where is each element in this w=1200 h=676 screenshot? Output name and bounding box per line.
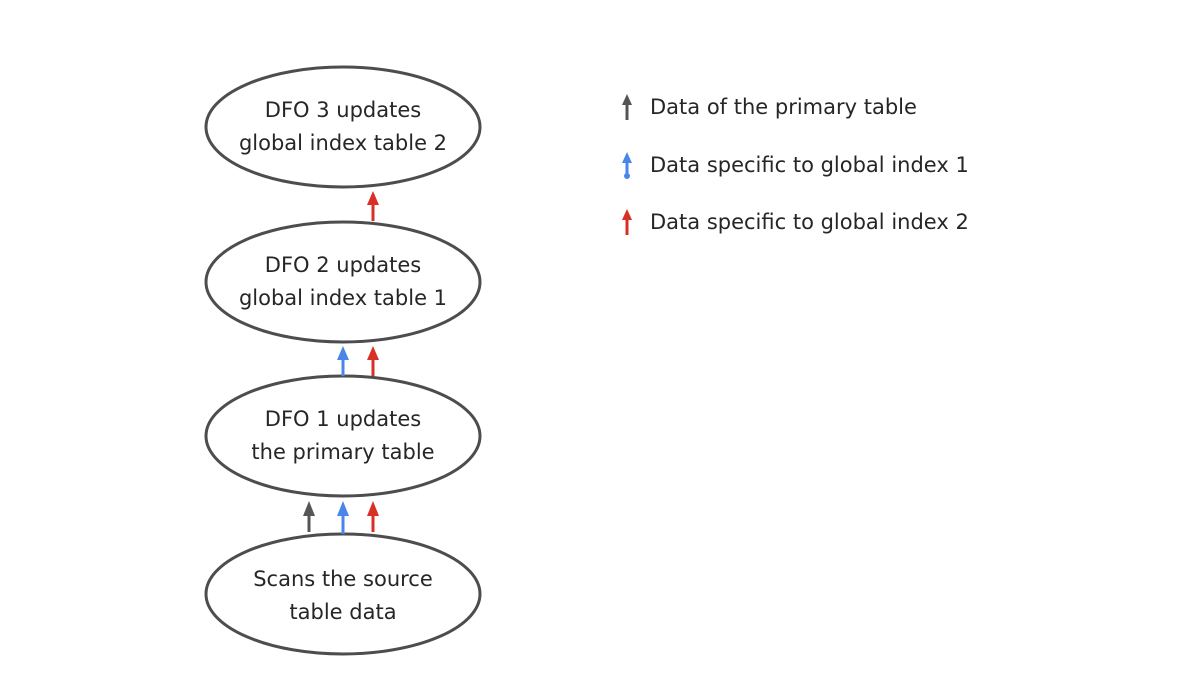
arrow-global-index-1-icon xyxy=(337,501,349,534)
node-scan-label: Scans the source table data xyxy=(213,563,473,629)
legend-item-primary: Data of the primary table xyxy=(618,92,917,122)
legend-label-primary: Data of the primary table xyxy=(650,95,917,119)
node-dfo1-line1: DFO 1 updates xyxy=(264,407,422,431)
node-dfo2-label: DFO 2 updates global index table 1 xyxy=(213,249,473,315)
arrow-global-index-2-icon xyxy=(367,191,379,221)
node-dfo1-label: DFO 1 updates the primary table xyxy=(213,403,473,469)
edge-dfo2-to-dfo3 xyxy=(367,191,379,221)
node-dfo2-line1: DFO 2 updates xyxy=(264,253,422,277)
arrow-global-index-1-icon xyxy=(337,346,349,376)
node-dfo1-line2: the primary table xyxy=(251,440,435,464)
arrow-primary-icon xyxy=(303,501,315,532)
node-scan-line2: table data xyxy=(289,600,397,624)
node-dfo3-shape xyxy=(204,65,482,189)
node-dfo3-label: DFO 3 updates global index table 2 xyxy=(213,94,473,160)
edge-scan-to-dfo1 xyxy=(303,501,379,534)
node-dfo3-line1: DFO 3 updates xyxy=(264,98,422,122)
legend-label-global-index-1: Data specific to global index 1 xyxy=(650,153,969,177)
arrow-primary-icon xyxy=(622,94,632,120)
arrow-global-index-2-icon xyxy=(622,209,632,235)
arrow-global-index-2-icon xyxy=(367,501,379,532)
arrow-global-index-1-icon xyxy=(622,152,632,179)
legend-item-global-index-2: Data specific to global index 2 xyxy=(618,207,969,237)
node-dfo3-line2: global index table 2 xyxy=(238,131,448,155)
node-scan-line1: Scans the source xyxy=(253,567,433,591)
node-dfo2-line2: global index table 1 xyxy=(238,286,448,310)
legend-label-global-index-2: Data specific to global index 2 xyxy=(650,210,969,234)
edge-dfo1-to-dfo2 xyxy=(337,346,379,376)
legend-item-global-index-1: Data specific to global index 1 xyxy=(618,150,969,180)
node-dfo2-shape xyxy=(204,220,482,344)
arrow-global-index-2-icon xyxy=(367,346,379,376)
